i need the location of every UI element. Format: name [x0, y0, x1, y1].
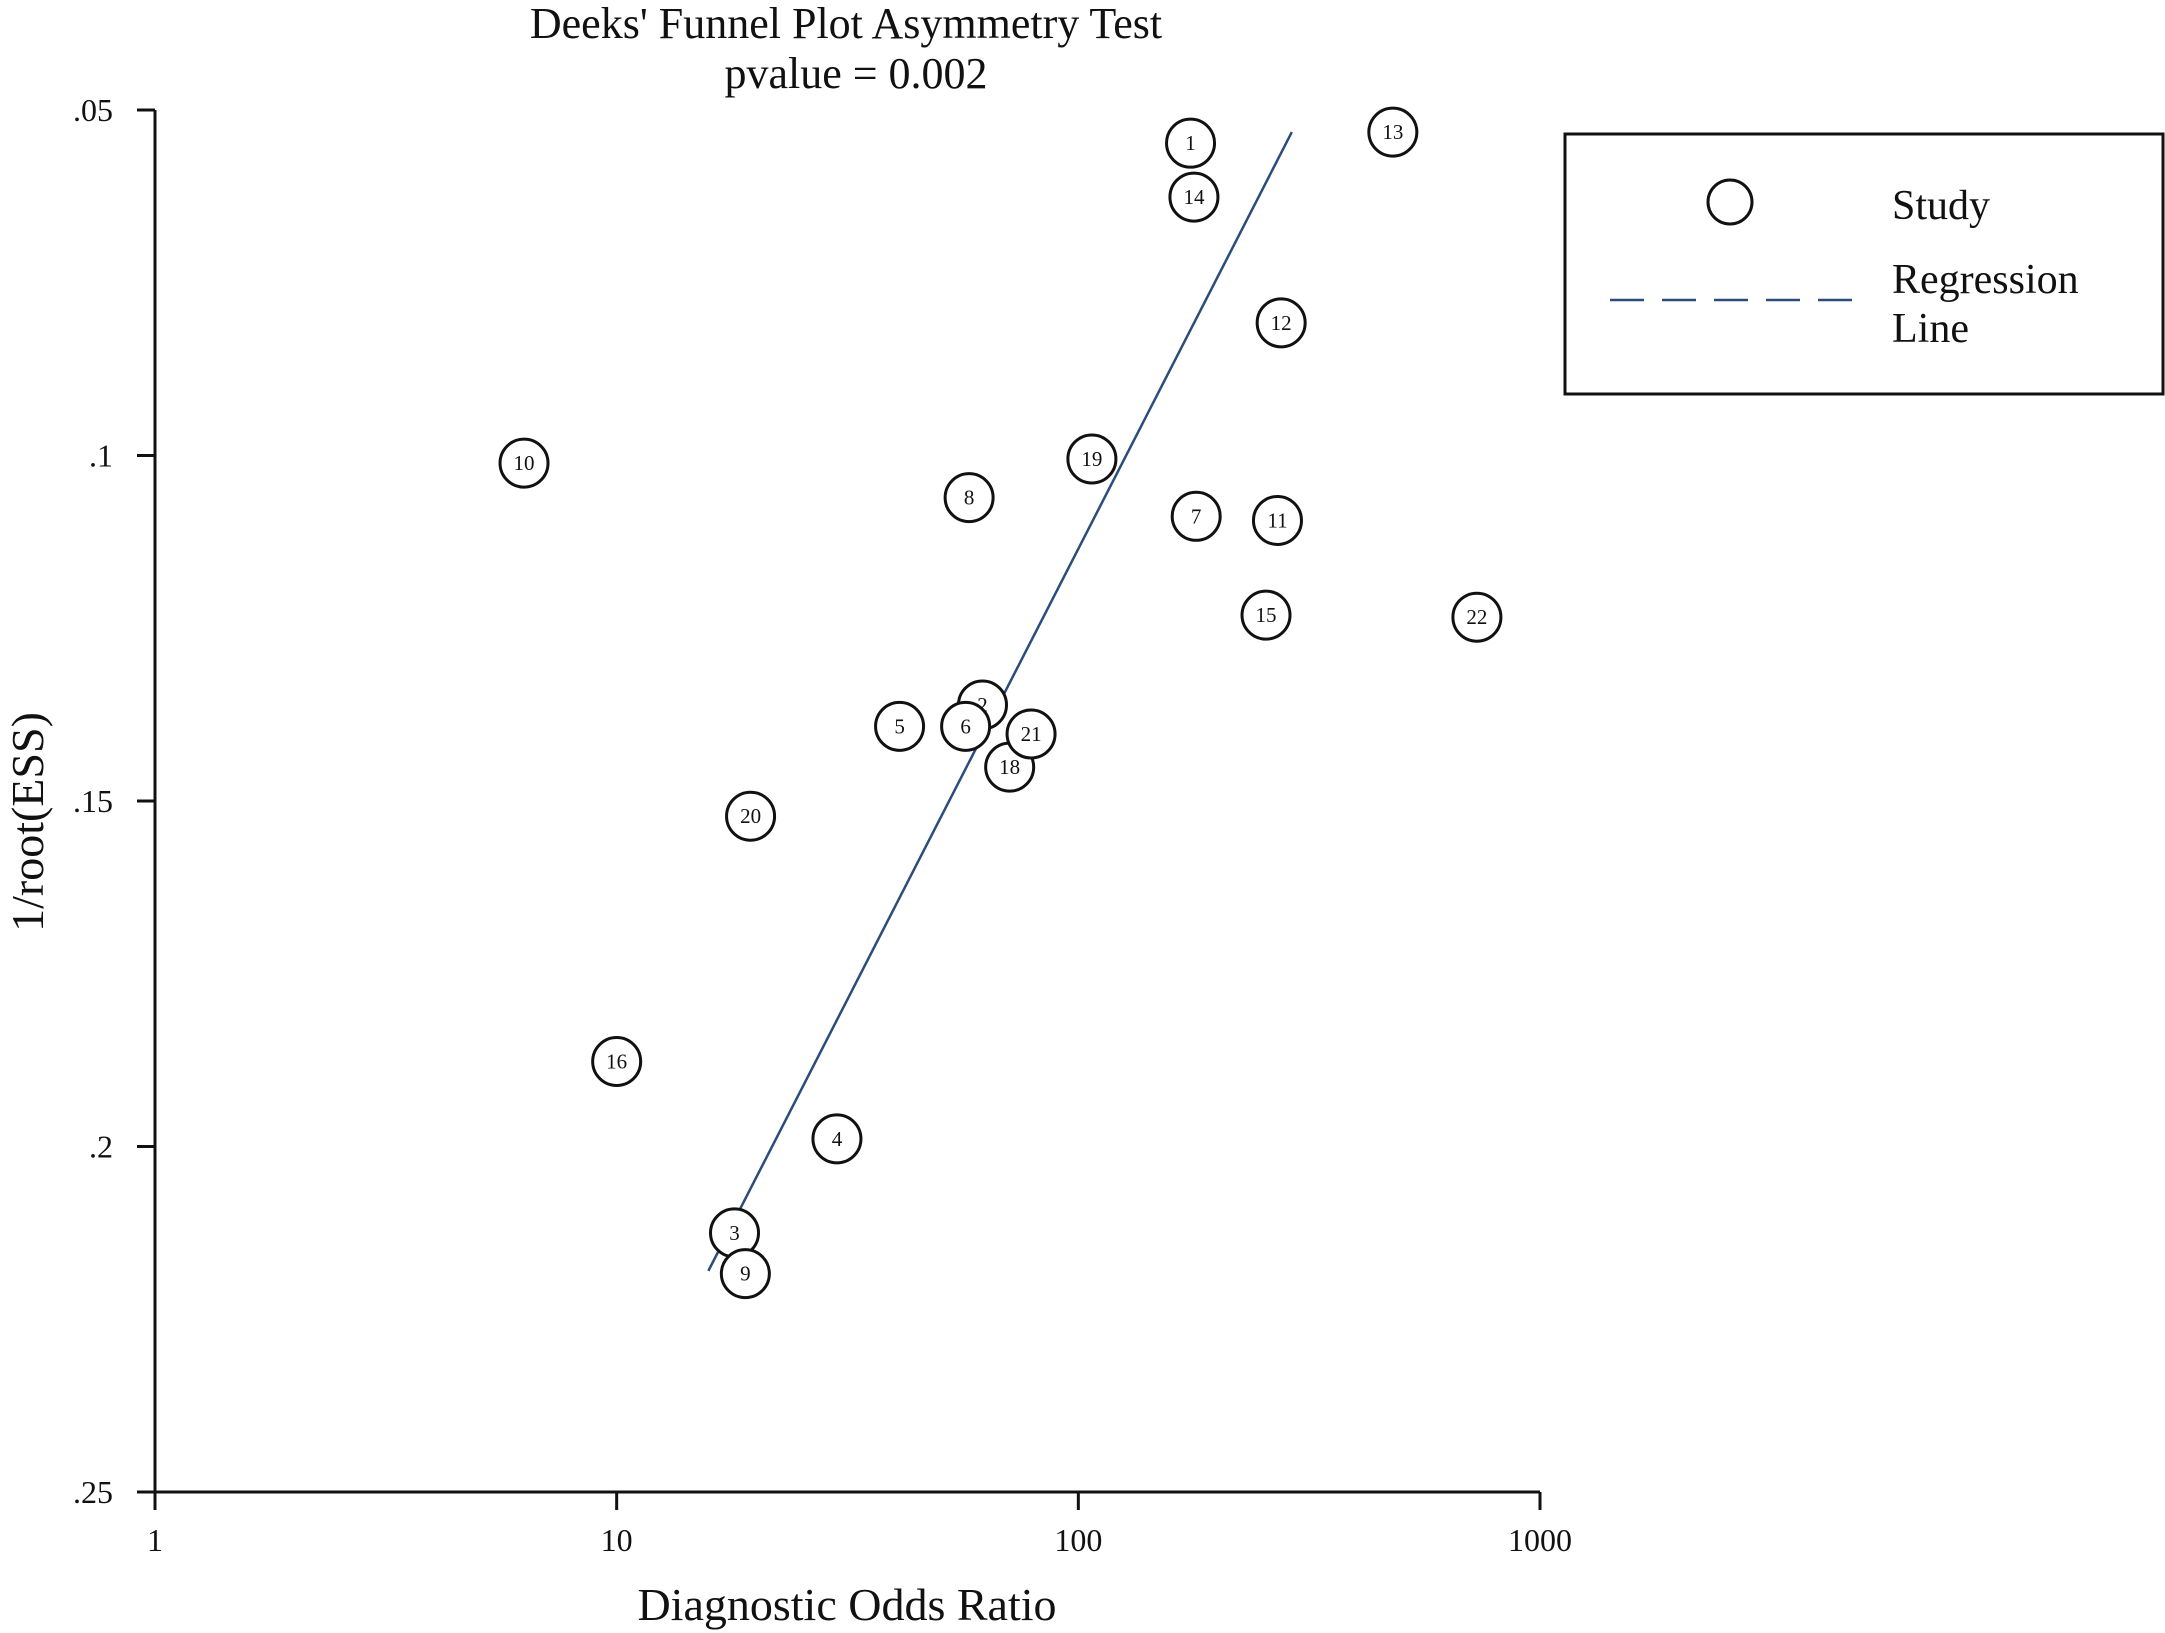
study-point-circle [874, 700, 926, 752]
legend-study-label: Study [1892, 183, 1990, 229]
study-point-label: 18 [999, 755, 1020, 779]
study-point-circle [591, 1036, 643, 1088]
x-axis: 1 10 100 1000 [147, 1490, 1572, 1558]
study-point-label: 1 [1185, 131, 1196, 155]
chart-title: Deeks' Funnel Plot Asymmetry Test [530, 0, 1162, 48]
study-point-15: 15 [1240, 589, 1292, 641]
study-point-circle [1170, 490, 1222, 542]
study-point-circle [940, 700, 992, 752]
study-point-label: 12 [1271, 311, 1292, 335]
study-point-circle [1251, 494, 1303, 546]
study-point-1: 1 [1165, 117, 1217, 169]
study-point-label: 2 [977, 693, 988, 717]
study-point-label: 21 [1021, 722, 1042, 746]
study-point-circle [811, 1113, 863, 1165]
study-point-label: 11 [1267, 508, 1287, 532]
study-point-label: 8 [964, 486, 975, 510]
study-point-5: 5 [874, 700, 926, 752]
study-point-label: 15 [1256, 603, 1277, 627]
study-point-label: 22 [1466, 605, 1487, 629]
study-point-7: 7 [1170, 490, 1222, 542]
study-point-circle [1066, 433, 1118, 485]
study-point-label: 6 [960, 714, 971, 738]
study-point-circle [725, 790, 777, 842]
x-tick-label-2: 100 [1054, 1522, 1102, 1558]
study-point-8: 8 [943, 472, 995, 524]
study-point-label: 19 [1081, 447, 1102, 471]
y-axis-label: 1/root(ESS) [2, 712, 53, 932]
y-axis: .05 .1 .15 .2 .25 [73, 92, 157, 1510]
study-point-label: 16 [606, 1050, 627, 1074]
study-point-9: 9 [719, 1248, 771, 1300]
study-point-19: 19 [1066, 433, 1118, 485]
study-point-label: 14 [1183, 185, 1205, 209]
study-point-12: 12 [1255, 297, 1307, 349]
x-tick-label-3: 1000 [1508, 1522, 1572, 1558]
study-point-circle [943, 472, 995, 524]
x-tick-label-0: 1 [147, 1522, 163, 1558]
study-point-circle [1255, 297, 1307, 349]
study-point-circle [1367, 106, 1419, 158]
study-point-label: 13 [1382, 120, 1403, 144]
study-point-13: 13 [1367, 106, 1419, 158]
study-point-21: 21 [1005, 708, 1057, 760]
y-tick-label-1: .1 [89, 438, 113, 474]
x-tick-label-1: 10 [601, 1522, 633, 1558]
study-point-circle [1240, 589, 1292, 641]
study-point-label: 4 [832, 1127, 843, 1151]
study-point-6: 6 [940, 700, 992, 752]
study-point-16: 16 [591, 1036, 643, 1088]
study-point-label: 9 [740, 1262, 751, 1286]
study-point-4: 4 [811, 1113, 863, 1165]
study-point-20: 20 [725, 790, 777, 842]
study-point-circle [1165, 117, 1217, 169]
y-tick-label-3: .2 [89, 1129, 113, 1165]
study-point-22: 22 [1451, 591, 1503, 643]
study-point-circle [719, 1248, 771, 1300]
study-point-circle [1451, 591, 1503, 643]
legend-regression-label-line2: Line [1892, 306, 1969, 352]
study-point-11: 11 [1251, 494, 1303, 546]
chart-subtitle: pvalue = 0.002 [724, 49, 987, 98]
x-axis-label: Diagnostic Odds Ratio [637, 1579, 1056, 1630]
study-point-circle [1005, 708, 1057, 760]
study-point-14: 14 [1168, 171, 1220, 223]
legend-box [1563, 132, 2165, 396]
y-tick-label-0: .05 [73, 92, 113, 128]
legend: Study Regression Line [1563, 132, 2165, 396]
legend-regression-label-line1: Regression [1892, 257, 2079, 303]
legend-study-symbol [1706, 178, 1754, 226]
study-point-label: 20 [740, 804, 761, 828]
study-point-label: 5 [894, 714, 905, 738]
study-point-label: 10 [514, 451, 535, 475]
y-tick-label-2: .15 [73, 783, 113, 819]
study-point-circle [1168, 171, 1220, 223]
study-point-label: 3 [729, 1221, 740, 1245]
study-point-10: 10 [498, 437, 550, 489]
study-point-circle [498, 437, 550, 489]
y-tick-label-4: .25 [73, 1474, 113, 1510]
study-point-label: 7 [1191, 504, 1202, 528]
